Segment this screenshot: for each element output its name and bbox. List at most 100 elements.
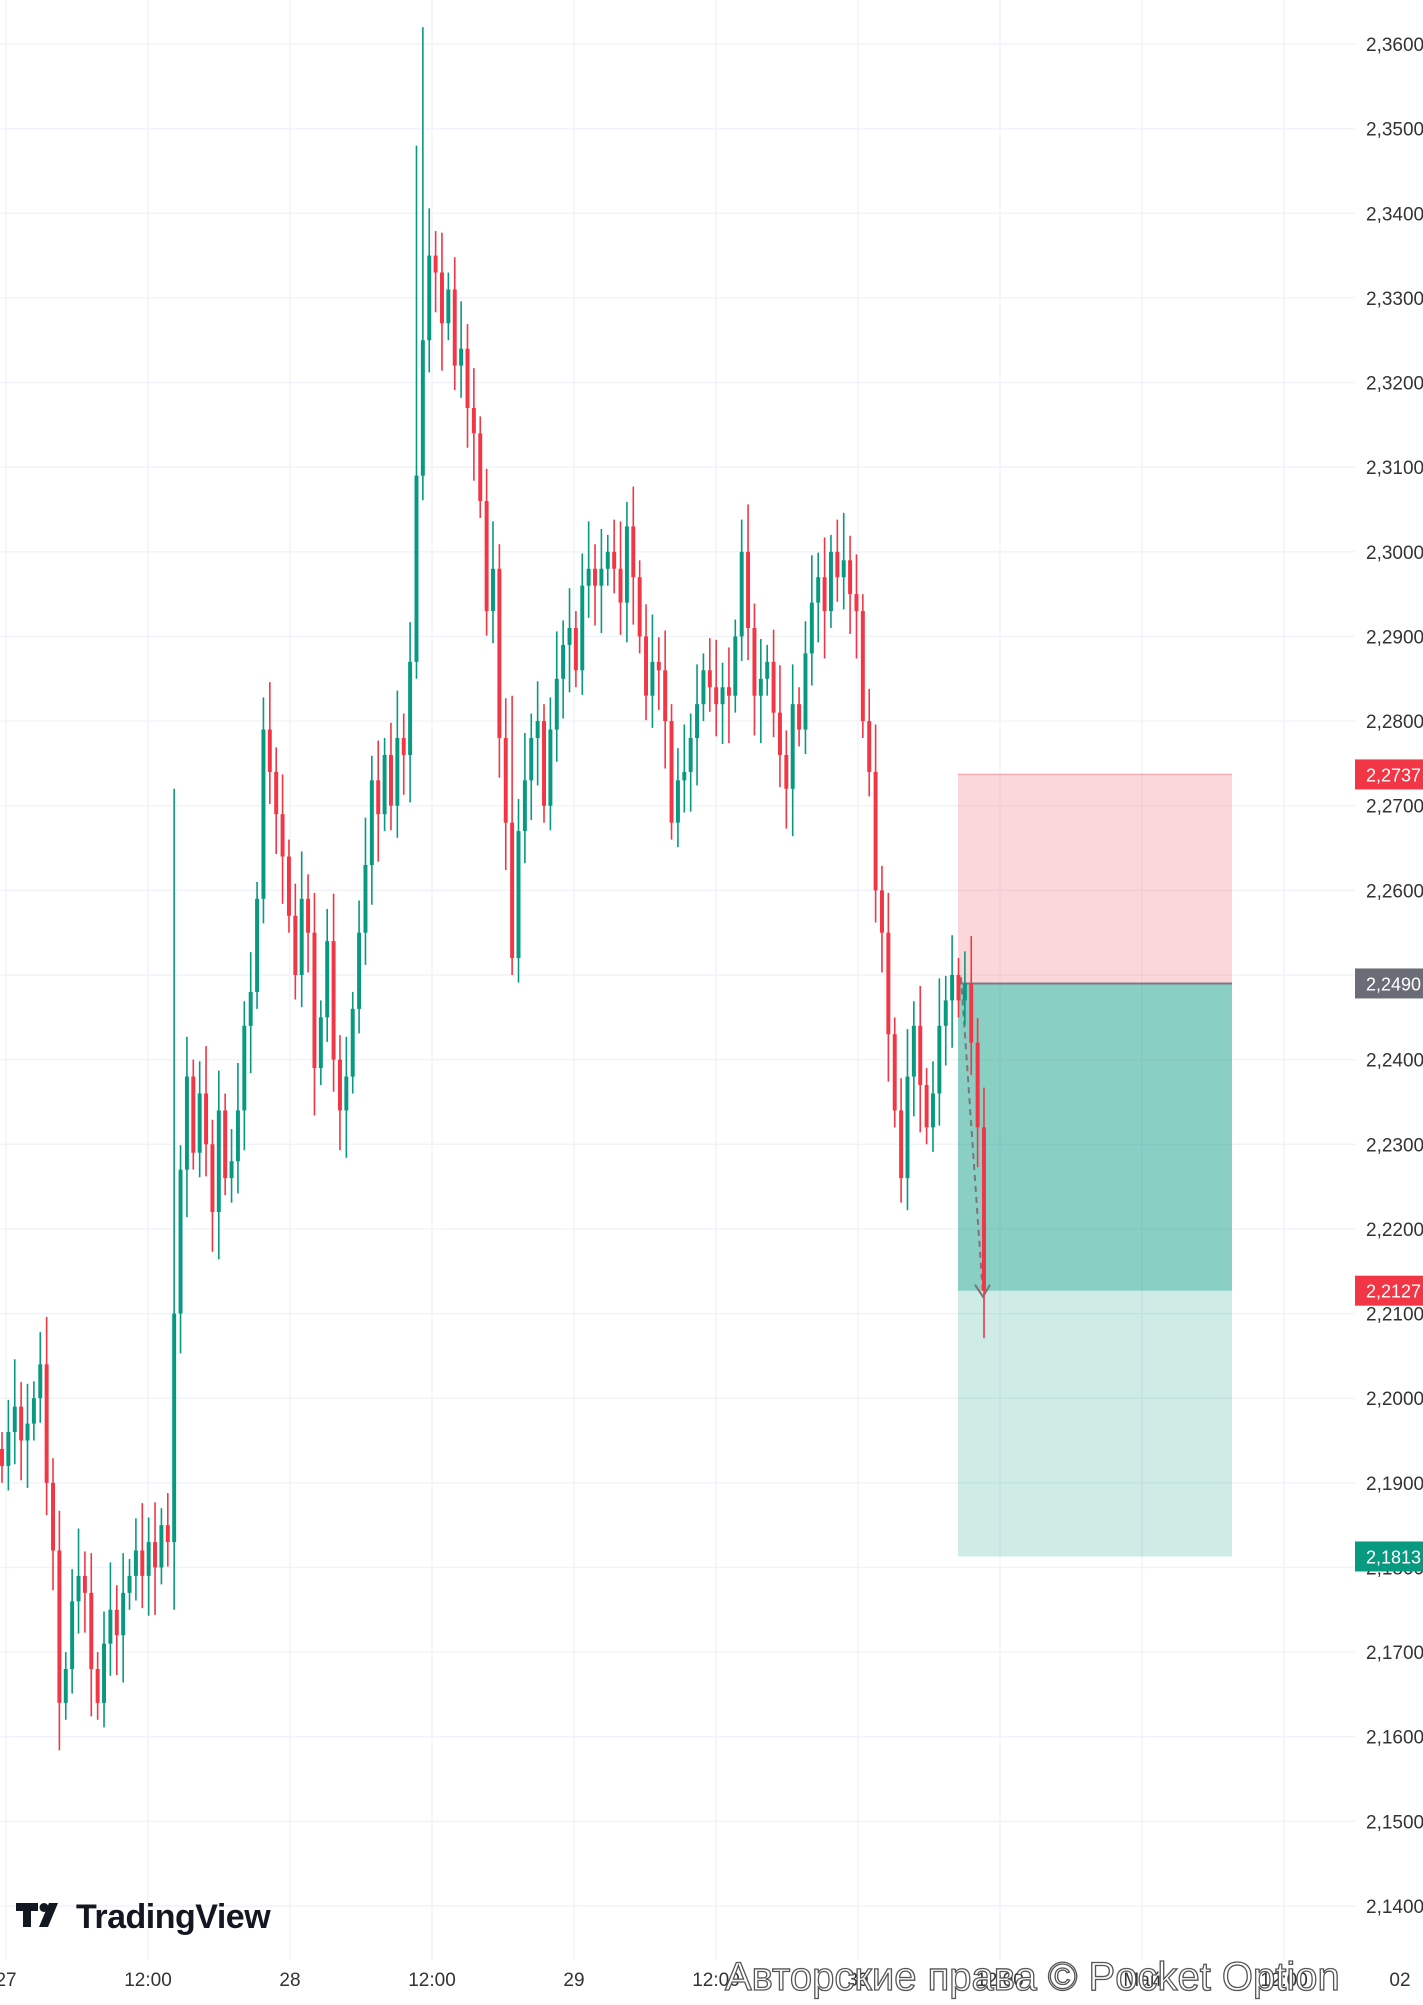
price-tick-label: 2,3300 <box>1366 289 1423 310</box>
take-profit-zone[interactable] <box>958 983 1232 1557</box>
candle-body <box>70 1601 75 1670</box>
price-tick-label: 2,3000 <box>1366 543 1423 564</box>
price-tick-label: 2,3200 <box>1366 374 1423 395</box>
candle-body <box>433 255 438 273</box>
time-tick-label: 12:00 <box>124 1970 172 1991</box>
time-tick-label: 27 <box>0 1970 17 1991</box>
candle-body <box>229 1161 234 1179</box>
candle-body <box>184 1076 189 1170</box>
candle-body <box>899 1110 904 1179</box>
price-tag-box <box>1355 1541 1423 1572</box>
candle-body <box>548 729 553 806</box>
candle-body <box>223 1110 228 1179</box>
candle-body <box>382 754 387 815</box>
candle-body <box>656 661 661 671</box>
price-tag-box <box>1355 1275 1423 1306</box>
candle-body <box>44 1364 49 1483</box>
candle-body <box>650 661 655 696</box>
candle-body <box>873 771 878 891</box>
candle-body <box>38 1364 43 1399</box>
candle-body <box>57 1550 62 1703</box>
candle-body <box>733 636 738 696</box>
candle-body <box>931 1093 935 1128</box>
candle-body <box>491 568 495 612</box>
candle-body <box>969 983 974 1043</box>
candle-body <box>127 1575 132 1593</box>
candle-body <box>943 1000 948 1026</box>
candle-body <box>159 1525 164 1568</box>
candle-body <box>561 644 566 679</box>
candle-body <box>255 898 260 992</box>
candle-body <box>388 754 393 806</box>
candle-body <box>369 780 374 865</box>
candle-body <box>376 780 381 815</box>
price-tick-label: 2,1500 <box>1366 1812 1423 1833</box>
trade-path-line <box>960 977 984 1295</box>
candle-body <box>420 340 425 476</box>
candle-body <box>408 661 413 755</box>
candle-body <box>133 1550 138 1576</box>
candle-body <box>471 407 476 434</box>
price-tick-label: 2,1600 <box>1366 1728 1423 1749</box>
candle-body <box>605 551 610 569</box>
candle-body <box>924 1085 929 1128</box>
price-tick-label: 2,2800 <box>1366 712 1423 733</box>
candle-body <box>235 1110 240 1162</box>
time-tick-label: 12:00 <box>692 1970 740 1991</box>
candle-body <box>357 932 362 1009</box>
price-tick-label: 2,3400 <box>1366 204 1423 225</box>
candle-body <box>261 729 266 899</box>
candle-body <box>267 729 272 772</box>
time-tick-label: 02 <box>1389 1970 1410 1991</box>
candle-body <box>19 1406 24 1441</box>
candle-body <box>204 1093 209 1145</box>
price-tick-label: 2,2700 <box>1366 797 1423 818</box>
candle-body <box>0 1448 4 1466</box>
candle-body <box>510 822 515 959</box>
time-tick-label: 12:00 <box>1260 1970 1308 1991</box>
candle-body <box>707 670 712 688</box>
candles <box>0 27 986 1751</box>
candle-body <box>911 1025 916 1077</box>
time-axis[interactable]: 27 12:00 28 12:00 29 12:00 30 12:00 Май 12:00 02 <box>0 1970 1411 1991</box>
candle-body <box>484 501 489 612</box>
candle-body <box>76 1575 81 1602</box>
candle-body <box>752 627 757 696</box>
candle-body <box>624 526 629 603</box>
price-tag-label: 2,2490 <box>1366 974 1421 994</box>
candle-body <box>701 670 706 705</box>
price-tag-box <box>1355 968 1423 999</box>
price-tick-label: 2,3600 <box>1366 35 1423 56</box>
candle-body <box>299 898 304 975</box>
candle-body <box>325 941 330 1018</box>
candle-body <box>51 1482 55 1551</box>
candle-body <box>427 255 432 341</box>
candle-body <box>140 1550 145 1576</box>
candle-body <box>758 678 763 696</box>
candle-body <box>395 738 400 806</box>
candle-body <box>860 611 865 722</box>
time-tick-label: 29 <box>563 1970 584 1991</box>
position-zones[interactable] <box>958 773 1232 1557</box>
tradingview-logo[interactable]: TradingView <box>16 1898 272 1936</box>
candle-body <box>682 771 687 781</box>
candle-body <box>848 560 853 595</box>
candle-body <box>777 712 782 755</box>
candle-body <box>593 568 598 586</box>
candle-body <box>956 975 961 1001</box>
candle-body <box>675 780 680 823</box>
candle-body <box>905 1076 910 1179</box>
candle-body <box>331 941 336 1060</box>
candle-body <box>637 577 642 637</box>
candle-body <box>867 721 872 772</box>
candle-body <box>312 932 317 1069</box>
candle-body <box>975 1042 980 1128</box>
candle-body <box>828 551 833 612</box>
price-tick-label: 2,2300 <box>1366 1135 1423 1156</box>
candle-body <box>618 568 623 603</box>
price-tick-label: 2,3100 <box>1366 458 1423 479</box>
candle-body <box>720 687 725 705</box>
stop-loss-zone[interactable] <box>958 774 1232 984</box>
